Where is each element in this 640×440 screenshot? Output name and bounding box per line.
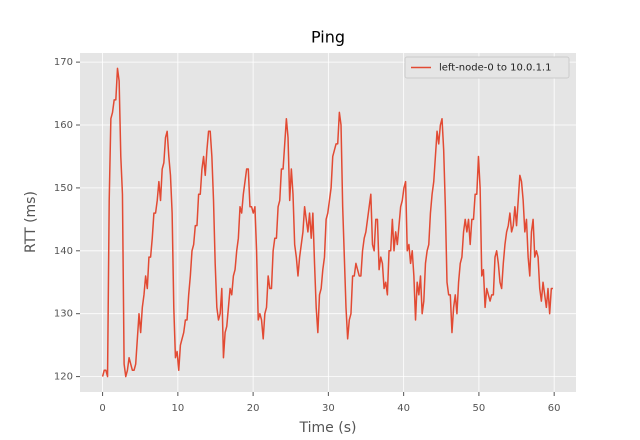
- grid: [80, 53, 576, 392]
- x-tick-label: 20: [247, 403, 260, 414]
- ticks: 0 10 20 30 40 50 60 120 130 140 150 160 170: [54, 57, 561, 414]
- x-axis-label: Time (s): [299, 420, 357, 436]
- x-tick-label: 10: [171, 403, 184, 414]
- legend-box: [404, 56, 570, 79]
- y-tick-label: 140: [54, 246, 73, 257]
- chart-title: Ping: [311, 28, 345, 47]
- y-tick-label: 120: [54, 372, 73, 383]
- x-tick-label: 60: [548, 403, 561, 414]
- y-tick-label: 160: [54, 120, 73, 131]
- x-tick-label: 0: [99, 403, 105, 414]
- y-tick-label: 150: [54, 183, 73, 194]
- x-tick-label: 30: [322, 403, 335, 414]
- legend-label: left-node-0 to 10.0.1.1: [439, 63, 551, 74]
- marks: [101, 67, 553, 378]
- legend: left-node-0 to 10.0.1.1: [404, 56, 570, 79]
- x-tick-label: 50: [473, 403, 486, 414]
- y-tick-label: 130: [54, 309, 73, 320]
- line: [101, 67, 553, 378]
- y-axis-label: RTT (ms): [23, 191, 39, 253]
- y-tick-label: 170: [54, 57, 73, 68]
- x-tick-label: 40: [397, 403, 410, 414]
